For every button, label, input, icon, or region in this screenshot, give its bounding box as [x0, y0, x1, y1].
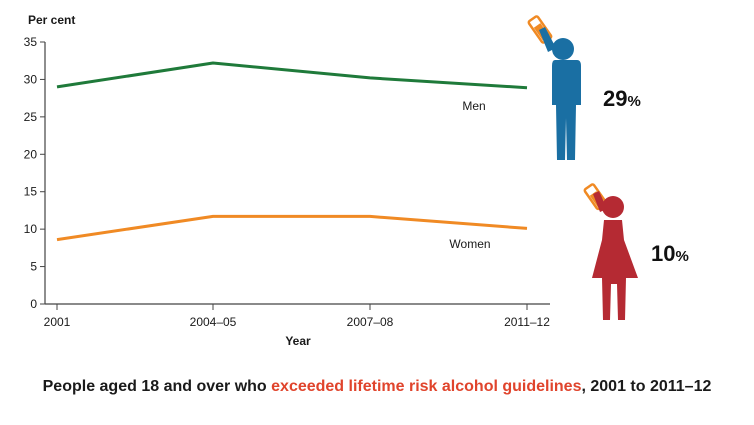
series-line-women: [56, 214, 528, 242]
series-label-men: Men: [462, 99, 485, 113]
x-tick-label: 2011–12: [504, 315, 550, 329]
man-drinking-icon: [527, 15, 581, 160]
y-tick-label: 5: [30, 260, 37, 274]
x-tick-label: 2007–08: [347, 315, 394, 329]
y-tick-label: 20: [24, 147, 38, 161]
y-tick-label: 0: [30, 297, 37, 311]
x-axis-title: Year: [285, 334, 311, 348]
y-tick-label: 30: [24, 72, 38, 86]
caption-after: , 2001 to 2011–12: [581, 378, 712, 395]
x-tick-label: 2001: [44, 315, 71, 329]
caption-before: People aged 18 and over who: [42, 378, 272, 395]
y-axis-title: Per cent: [28, 13, 75, 27]
caption-highlight: exceeded lifetime risk alcohol guideline…: [271, 378, 582, 395]
series-line-men: [56, 61, 528, 90]
series-label-women: Women: [449, 237, 490, 251]
chart-caption: People aged 18 and over who exceeded lif…: [0, 378, 754, 396]
y-tick-label: 15: [24, 185, 38, 199]
x-tick-label: 2004–05: [190, 315, 237, 329]
y-tick-label: 25: [24, 110, 38, 124]
woman-drinking-icon: [583, 183, 638, 320]
men-percent: 29%: [603, 86, 641, 111]
y-tick-label: 35: [24, 35, 38, 49]
y-tick-label: 10: [24, 222, 38, 236]
women-percent: 10%: [651, 241, 689, 266]
